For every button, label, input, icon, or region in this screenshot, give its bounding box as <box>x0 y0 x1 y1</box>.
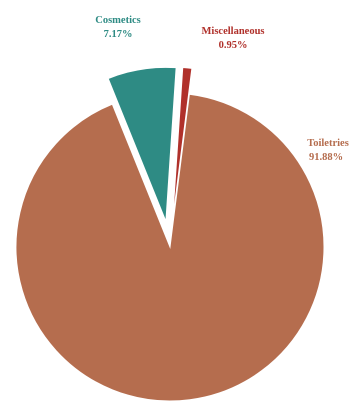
label-cosmetics-value: 7.17% <box>104 29 133 40</box>
pie-slice-cosmetics <box>107 66 177 222</box>
label-miscellaneous-name: Miscellaneous <box>202 26 265 37</box>
label-miscellaneous-value: 0.95% <box>219 40 248 51</box>
pie-slices <box>15 66 325 402</box>
pie-slice-toiletries <box>15 93 325 402</box>
pie-slice-miscellaneous <box>172 66 193 222</box>
label-toiletries-value: 91.88% <box>309 152 343 163</box>
label-cosmetics-name: Cosmetics <box>95 15 141 26</box>
label-toiletries-name: Toiletries <box>307 138 349 149</box>
